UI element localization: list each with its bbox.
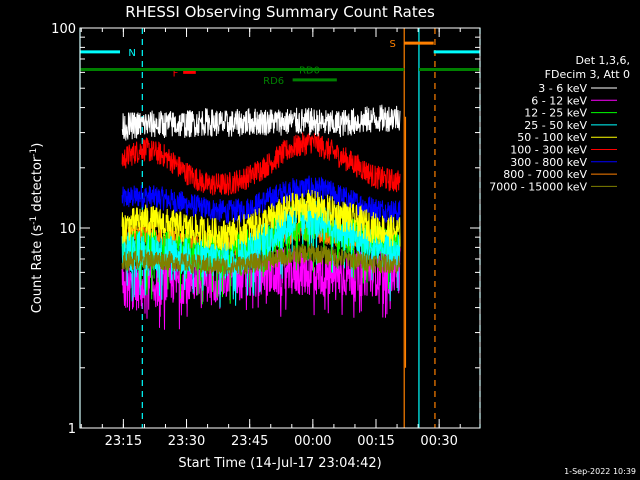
series-line	[121, 243, 401, 277]
legend-label: 100 - 300 keV	[510, 144, 587, 157]
status-segment-label: F	[173, 68, 179, 79]
y-tick-label: 1	[68, 422, 76, 437]
status-segment-label: S	[389, 39, 395, 50]
x-tick-label: 23:15	[105, 434, 142, 449]
legend-label: 300 - 800 keV	[510, 156, 587, 169]
y-axis-title-part1: Count Rate (s	[30, 225, 45, 314]
series-group	[121, 104, 407, 368]
y-axis-title-exp1: -1	[29, 216, 39, 225]
x-tick-label: 00:15	[357, 434, 394, 449]
chart-title: RHESSI Observing Summary Count Rates	[125, 3, 435, 21]
y-tick-label: 100	[51, 22, 76, 37]
x-tick-label: 00:30	[420, 434, 457, 449]
x-tick-label: 23:30	[168, 434, 205, 449]
y-axis-ticks: 1 10 100	[51, 22, 480, 437]
legend-label: 800 - 7000 keV	[503, 168, 587, 181]
y-tick-label: 10	[59, 222, 76, 237]
y-axis-title-exp2: -1	[29, 148, 39, 157]
status-segment-label: N	[128, 48, 135, 59]
y-axis-title-part3: )	[30, 143, 45, 148]
series-line	[121, 189, 401, 251]
x-axis-title: Start Time (14-Jul-17 23:04:42)	[178, 456, 381, 471]
legend-label: 50 - 100 keV	[517, 131, 587, 144]
x-tick-label: 00:00	[294, 434, 331, 449]
series-line	[121, 104, 401, 141]
footer-timestamp: 1-Sep-2022 10:39	[564, 467, 636, 476]
series-line	[121, 132, 401, 196]
series-line	[121, 175, 401, 224]
legend-header-line2: FDecim 3, Att 0	[545, 68, 630, 81]
x-axis-ticks: 23:15 23:30 23:45 00:00 00:15 00:30	[80, 28, 461, 449]
legend-label: 6 - 12 keV	[531, 94, 587, 107]
legend-label: 7000 - 15000 keV	[489, 180, 587, 193]
legend-label: 3 - 6 keV	[538, 82, 587, 95]
legend-header-line1: Det 1,3,6,	[575, 54, 630, 67]
y-axis-title-part2: detector	[30, 156, 45, 216]
legend-label: 25 - 50 keV	[524, 119, 587, 132]
status-segment-label: RD6	[263, 76, 284, 87]
status-segments: N F S RD0 RD6	[80, 39, 480, 87]
y-axis-title: Count Rate (s-1 detector-1)	[29, 143, 45, 314]
x-tick-label: 23:45	[231, 434, 268, 449]
status-segment-label: RD0	[299, 66, 320, 77]
legend-label: 12 - 25 keV	[524, 107, 587, 120]
